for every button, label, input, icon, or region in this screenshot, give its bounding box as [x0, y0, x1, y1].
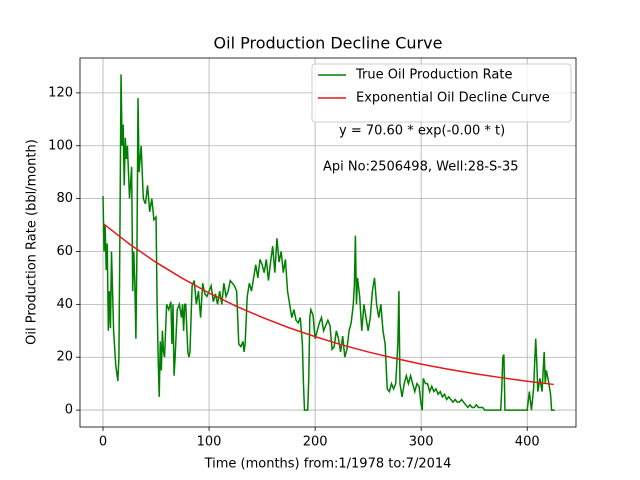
y-tick-label: 60: [56, 244, 73, 259]
legend-label: True Oil Production Rate: [355, 68, 512, 83]
y-tick-label: 0: [65, 403, 73, 418]
y-tick-label: 100: [48, 138, 73, 153]
x-axis-label: Time (months) from:1/1978 to:7/2014: [204, 457, 452, 472]
data-line: [102, 222, 554, 386]
y-axis-label: Oil Production Rate (bbl/month): [25, 139, 40, 345]
plot-frame: [79, 57, 577, 428]
x-tick-label: 100: [197, 435, 222, 450]
x-tick-label: 200: [303, 435, 328, 450]
x-tick-label: 300: [409, 435, 434, 450]
y-tick-label: 40: [56, 297, 73, 312]
x-tick-label: 0: [99, 435, 107, 450]
y-tick-label: 120: [48, 85, 73, 100]
x-tick-label: 400: [515, 435, 540, 450]
y-tick-label: 20: [56, 350, 73, 365]
y-tick-label: 80: [56, 191, 73, 206]
legend-box: [311, 63, 572, 123]
chart-title: Oil Production Decline Curve: [214, 34, 443, 53]
annotation: Api No:2506498, Well:28-S-35: [323, 160, 519, 175]
data-line: [102, 74, 555, 411]
annotation: y = 70.60 * exp(-0.00 * t): [339, 124, 505, 139]
legend-label: Exponential Oil Decline Curve: [356, 91, 550, 106]
